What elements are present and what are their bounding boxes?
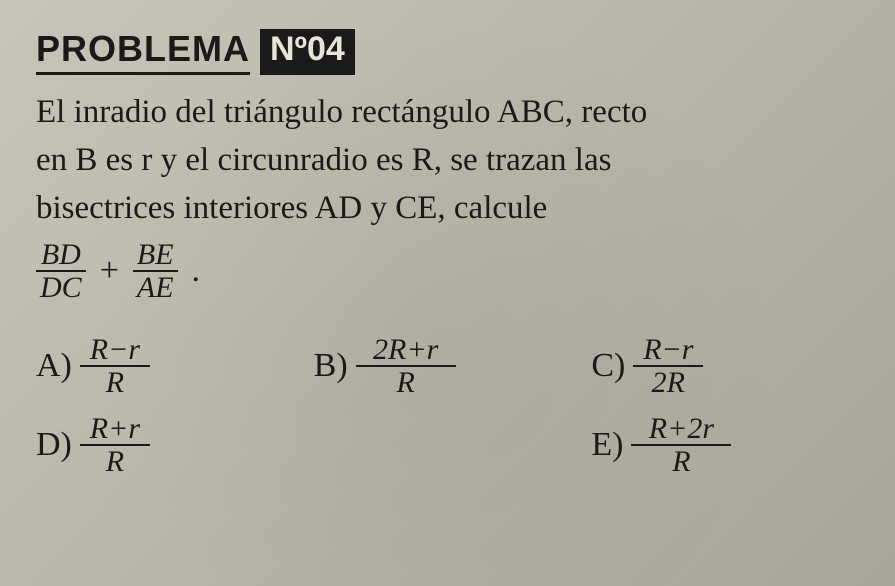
frac-den: R (102, 446, 128, 478)
frac-den: AE (133, 272, 178, 304)
problem-statement: El inradio del triángulo rectángulo ABC,… (36, 89, 859, 233)
frac-den: DC (36, 272, 86, 304)
problem-header: PROBLEMA Nº04 (36, 28, 859, 75)
option-label: B) (314, 347, 348, 385)
frac-num: BD (37, 239, 85, 271)
frac-num: R+r (86, 413, 144, 445)
option-fraction: R+2r R (631, 413, 731, 478)
period: . (192, 252, 201, 290)
fraction-be-ae: BE AE (133, 239, 178, 304)
frac-num: R−r (639, 334, 697, 366)
option-label: E) (591, 426, 623, 464)
plus-sign: + (100, 252, 119, 290)
problem-line-3: bisectrices interiores AD y CE, calcule (36, 190, 547, 226)
option-fraction: R+r R (80, 413, 150, 478)
option-a: A) R−r R (36, 334, 304, 399)
frac-num: 2R+r (369, 334, 442, 366)
expression: BD DC + BE AE . (36, 239, 859, 304)
answer-options: A) R−r R B) 2R+r R C) R−r 2R D) R+r R E) (36, 334, 859, 478)
frac-den: R (668, 446, 694, 478)
option-e: E) R+2r R (591, 413, 859, 478)
problem-line-1: El inradio del triángulo rectángulo ABC,… (36, 94, 647, 130)
option-fraction: 2R+r R (356, 334, 456, 399)
frac-num: R+2r (645, 413, 718, 445)
frac-den: R (102, 367, 128, 399)
frac-num: BE (133, 239, 178, 271)
option-d: D) R+r R (36, 413, 304, 478)
fraction-bd-dc: BD DC (36, 239, 86, 304)
option-label: A) (36, 347, 72, 385)
option-b: B) 2R+r R (314, 334, 582, 399)
problem-line-2: en B es r y el circunradio es R, se traz… (36, 142, 611, 178)
header-badge: Nº04 (260, 29, 355, 75)
frac-den: 2R (648, 367, 689, 399)
frac-den: R (392, 367, 418, 399)
frac-num: R−r (86, 334, 144, 366)
header-label: PROBLEMA (36, 28, 250, 75)
option-fraction: R−r R (80, 334, 150, 399)
option-fraction: R−r 2R (633, 334, 703, 399)
option-label: D) (36, 426, 72, 464)
option-label: C) (591, 347, 625, 385)
option-c: C) R−r 2R (591, 334, 859, 399)
